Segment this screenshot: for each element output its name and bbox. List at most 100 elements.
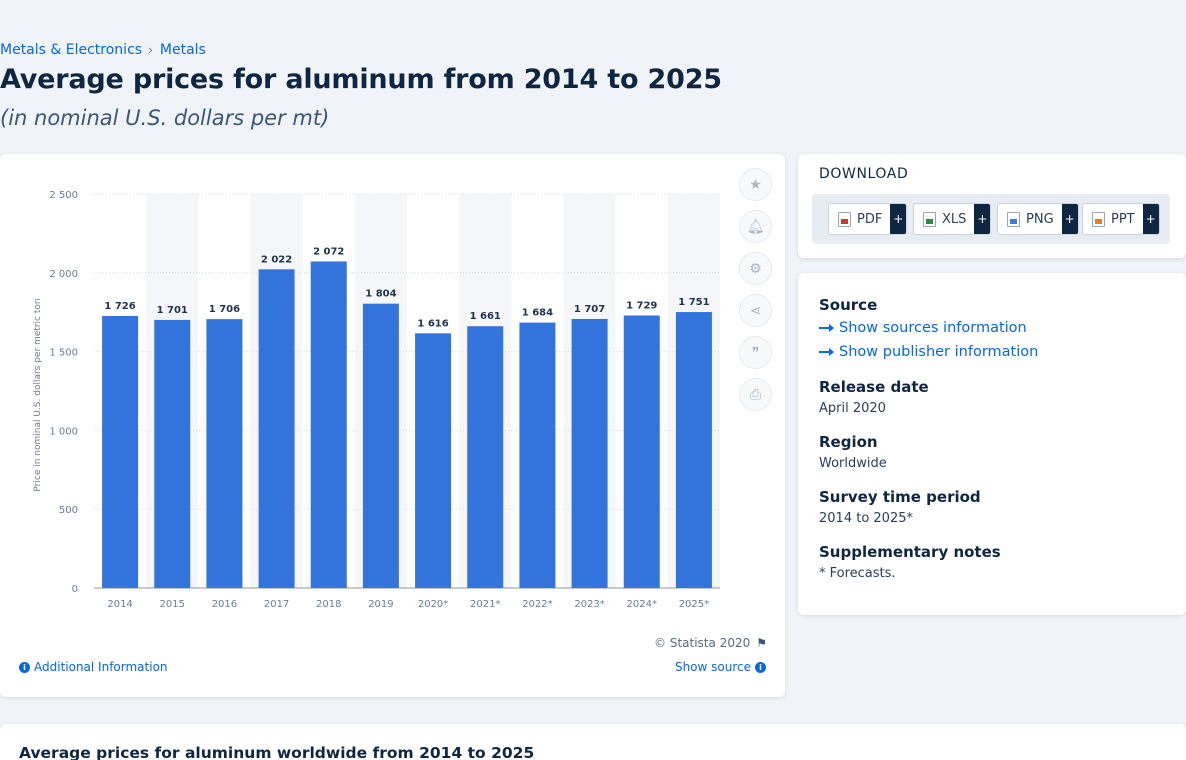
plus-icon: + [974,204,991,234]
download-panel: DOWNLOAD PDF + XLS + PNG + PPT + [798,154,1186,258]
download-xls-button[interactable]: XLS + [913,203,992,235]
x-tick-label: 2017 [264,599,289,610]
description-card: Average prices for aluminum worldwide fr… [0,724,1186,760]
bar-chart: 0 500 1 000 1 500 2 000 2 500 1 726 2014 1 701 2… [33,190,720,610]
data-label: 1 616 [417,318,448,329]
y-tick-label: 1 000 [49,426,78,437]
supplementary-notes-value: * Forecasts. [819,566,896,581]
pdf-file-icon [838,211,851,227]
statistic-info-panel: Source Show sources information Show pub… [798,273,1186,615]
show-source-link[interactable]: Show source i [675,660,766,674]
data-label: 1 701 [157,305,188,316]
quote-icon[interactable]: ❞ [739,336,772,369]
png-file-icon [1007,211,1020,227]
plus-icon: + [1142,204,1159,234]
download-title: DOWNLOAD [819,166,909,182]
download-png-label: PNG [1026,211,1054,227]
arrow-right-icon [819,324,834,332]
x-tick-label: 2019 [368,599,393,610]
copyright-text: © Statista 2020 [654,636,751,650]
bar[interactable] [415,333,452,588]
bar[interactable] [675,312,712,588]
download-buttons: PDF + XLS + PNG + PPT + [812,194,1170,244]
x-tick-label: 2020* [418,599,448,610]
y-tick-label: 2 000 [49,269,78,280]
survey-period-heading: Survey time period [819,488,981,506]
data-label: 1 804 [365,289,396,300]
info-icon: i [19,661,30,673]
show-publisher-label: Show publisher information [839,344,1039,360]
share-icon[interactable]: ⋖ [739,294,772,327]
show-source-label: Show source [674,660,751,674]
x-tick-label: 2022* [522,599,552,610]
breadcrumb-metals[interactable]: Metals [159,42,206,58]
arrow-right-icon [819,348,834,356]
download-pdf-button[interactable]: PDF + [828,203,908,235]
ppt-file-icon [1092,211,1105,227]
data-label: 1 751 [678,297,709,308]
page-title: Average prices for aluminum from 2014 to… [0,64,722,95]
bar[interactable] [519,322,556,588]
bar[interactable] [623,315,660,588]
bell-icon[interactable]: 🔔︎ [739,210,772,243]
x-tick-label: 2015 [160,599,185,610]
bar[interactable] [467,326,504,588]
release-date-heading: Release date [819,378,929,396]
data-label: 2 072 [313,246,344,257]
source-heading: Source [819,296,878,314]
y-axis-label: Price in nominal U.S. dollars per metric… [33,298,43,491]
x-tick-label: 2016 [212,599,237,610]
x-tick-label: 2024* [627,599,657,610]
data-label: 1 729 [626,301,657,312]
x-tick-label: 2025* [679,599,709,610]
x-tick-label: 2014 [107,599,132,610]
download-xls-label: XLS [942,211,967,227]
y-tick-label: 0 [72,584,78,595]
breadcrumb: Metals & Electronics › Metals [0,42,206,58]
data-label: 1 726 [104,301,135,312]
supplementary-notes-heading: Supplementary notes [819,543,1001,561]
show-sources-link[interactable]: Show sources information [819,320,1027,336]
x-tick-label: 2018 [316,599,341,610]
bar[interactable] [206,319,243,588]
data-label: 1 706 [209,304,240,315]
bar[interactable] [362,303,399,588]
data-label: 1 684 [522,308,553,319]
download-ppt-button[interactable]: PPT + [1082,203,1160,235]
show-publisher-link[interactable]: Show publisher information [819,344,1038,360]
chart-card: 0 500 1 000 1 500 2 000 2 500 1 726 2014 1 701 2… [0,154,785,697]
gear-icon[interactable]: ⚙ [739,252,772,285]
star-icon[interactable]: ★ [739,168,772,201]
additional-information-link[interactable]: i Additional Information [19,660,168,674]
copyright: © Statista 2020 ⚑ [654,636,767,650]
xls-file-icon [923,211,936,227]
data-label: 1 661 [470,311,501,322]
release-date-value: April 2020 [819,401,886,416]
x-tick-label: 2023* [574,599,604,610]
bar[interactable] [154,319,191,588]
download-ppt-label: PPT [1111,211,1135,227]
x-tick-label: 2021* [470,599,500,610]
bar[interactable] [102,315,139,588]
y-tick-label: 2 500 [49,190,78,201]
print-icon[interactable]: ⎙ [739,378,772,411]
download-png-button[interactable]: PNG + [997,203,1079,235]
info-icon: i [755,661,766,673]
flag-icon[interactable]: ⚑ [756,636,767,650]
data-label: 2 022 [261,254,292,265]
breadcrumb-metals-electronics[interactable]: Metals & Electronics [0,42,143,58]
y-tick-label: 1 500 [49,348,78,359]
breadcrumb-separator: › [148,43,153,57]
bar[interactable] [571,318,608,588]
bar[interactable] [310,261,347,588]
bar[interactable] [258,269,295,588]
plus-icon: + [1061,204,1078,234]
description-title: Average prices for aluminum worldwide fr… [19,744,535,760]
y-tick-label: 500 [59,505,78,516]
download-pdf-label: PDF [857,211,883,227]
additional-information-label: Additional Information [34,660,168,674]
show-sources-label: Show sources information [839,320,1027,336]
data-label: 1 707 [574,304,605,315]
region-value: Worldwide [819,456,887,471]
page-subtitle: (in nominal U.S. dollars per mt) [0,106,330,130]
